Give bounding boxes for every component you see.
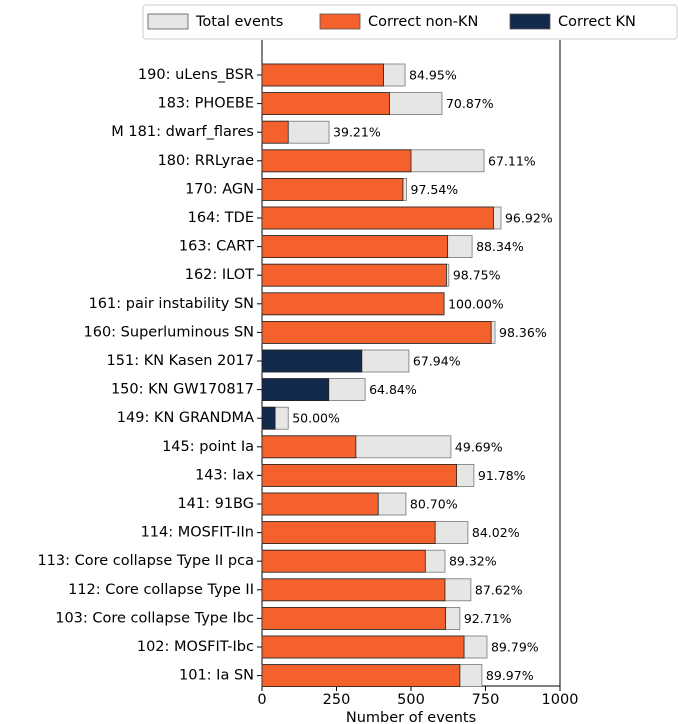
percent-label: 97.54% [411, 182, 459, 197]
bar [261, 263, 447, 287]
y-tick-label: 141: 91BG [177, 496, 254, 512]
percent-label: 67.11% [488, 153, 536, 168]
percent-label: 91.78% [478, 468, 526, 483]
bar [261, 406, 276, 430]
percent-label: 88.34% [476, 239, 524, 254]
y-tick-label: 112: Core collapse Type II [68, 582, 254, 598]
legend-swatch [147, 13, 189, 30]
percent-label: 87.62% [475, 582, 523, 597]
y-tick-label: 150: KN GW170817 [111, 382, 254, 398]
y-tick-label: 114: MOSFIT-IIn [141, 525, 254, 541]
bar [261, 63, 384, 87]
x-axis-label: Number of events [346, 710, 476, 724]
y-tick-label: 102: MOSFIT-Ibc [137, 639, 254, 655]
y-tick-label: 149: KN GRANDMA [117, 410, 254, 426]
percent-label: 84.95% [409, 68, 457, 83]
y-tick-label: 164: TDE [188, 210, 254, 226]
legend-swatch [509, 13, 551, 30]
percent-label: 84.02% [472, 525, 520, 540]
y-tick-label: 180: RRLyrae [158, 153, 254, 169]
x-tick-label: 750 [472, 692, 500, 708]
bar [261, 521, 436, 544]
y-tick-label: 162: ILOT [185, 267, 254, 283]
x-tick-label: 500 [397, 692, 425, 708]
y-tick-label: 163: CART [179, 239, 254, 255]
bar [261, 320, 492, 344]
x-tick-label: 250 [323, 692, 351, 708]
bar [261, 607, 446, 630]
y-tick-label: 103: Core collapse Type Ibc [55, 610, 254, 626]
bar [261, 120, 289, 144]
y-tick-label: 170: AGN [185, 181, 254, 197]
percent-label: 98.36% [499, 325, 547, 340]
percent-label: 49.69% [455, 439, 503, 454]
legend-swatch [319, 13, 361, 30]
bar [261, 378, 330, 402]
y-tick-label: 160: Superluminous SN [84, 324, 255, 340]
x-tick-label: 1000 [542, 692, 579, 708]
bar [261, 549, 426, 573]
bar [261, 206, 494, 230]
y-tick-label: 183: PHOEBE [157, 96, 254, 112]
bar [261, 177, 404, 201]
y-tick-label: 145: point Ia [162, 439, 254, 455]
percent-label: 50.00% [292, 411, 340, 426]
y-tick-label: 143: Iax [195, 467, 254, 483]
percent-label: 92.71% [464, 611, 512, 626]
bar [261, 492, 379, 516]
legend-label: Total events [195, 14, 283, 30]
bar [261, 435, 357, 459]
bar [261, 92, 390, 115]
percent-label: 64.84% [369, 382, 417, 397]
percent-label: 70.87% [446, 96, 494, 111]
percent-label: 89.79% [491, 640, 539, 655]
bar [261, 349, 363, 373]
bar [261, 235, 449, 259]
y-tick-label: M 181: dwarf_flares [111, 124, 254, 140]
bar [261, 292, 445, 316]
legend-box [142, 4, 678, 40]
percent-label: 98.75% [453, 268, 501, 283]
percent-label: 96.92% [505, 211, 553, 226]
percent-label: 89.32% [449, 554, 497, 569]
y-tick-label: 113: Core collapse Type II pca [37, 553, 254, 569]
percent-label: 89.97% [486, 668, 534, 683]
y-tick-label: 151: KN Kasen 2017 [107, 353, 254, 369]
bar [261, 664, 461, 687]
y-tick-label: 161: pair instability SN [89, 296, 254, 312]
legend-label: Correct non-KN [368, 14, 478, 30]
y-tick-label: 190: uLens_BSR [138, 67, 254, 83]
bar [261, 149, 412, 173]
bar [261, 578, 446, 602]
percent-label: 100.00% [448, 296, 504, 311]
bar [261, 463, 457, 487]
legend-label: Correct KN [558, 14, 636, 30]
x-tick-label: 0 [257, 692, 266, 708]
percent-label: 39.21% [333, 125, 381, 140]
percent-label: 80.70% [410, 497, 458, 512]
percent-label: 67.94% [413, 354, 461, 369]
bar [261, 635, 465, 659]
y-tick-label: 101: Ia SN [179, 668, 254, 684]
